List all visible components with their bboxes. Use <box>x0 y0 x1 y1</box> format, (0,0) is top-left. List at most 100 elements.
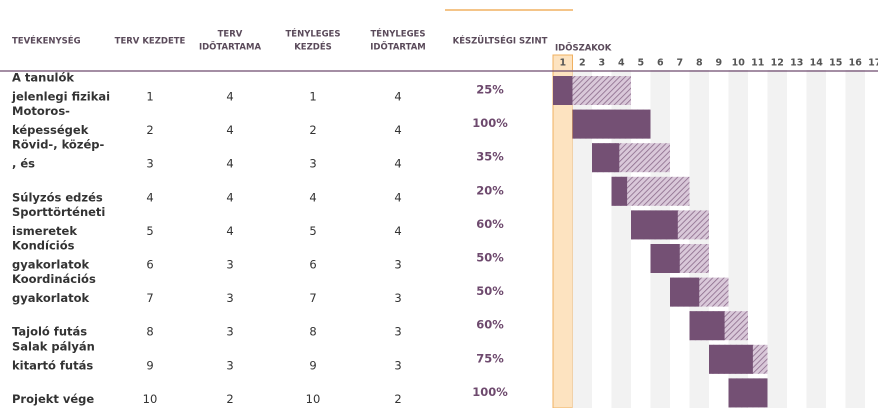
column-header: IDŐTARTAM <box>370 42 426 53</box>
activity: , és <box>12 157 35 171</box>
cell-plan-start: 3 <box>146 157 153 171</box>
cell-actual-duration: 3 <box>394 258 401 272</box>
period-label: 1 <box>559 58 566 69</box>
cell-plan-duration: 3 <box>226 325 233 339</box>
completion: 100% <box>472 116 508 130</box>
activity: jelenlegi fizikai <box>11 90 110 104</box>
cell-plan-start: 7 <box>146 291 153 305</box>
period-stripe <box>767 70 787 408</box>
period-label: 2 <box>579 58 586 69</box>
cell-plan-start: 10 <box>143 392 158 406</box>
period-label: 10 <box>732 58 746 69</box>
cell-plan-duration: 3 <box>226 258 233 272</box>
period-label: 15 <box>829 58 842 69</box>
activity: kitartó futás <box>12 358 93 372</box>
activity: Rövid-, közép- <box>12 138 105 152</box>
activity: Tajoló futás <box>12 325 87 339</box>
period-label: 8 <box>696 58 703 69</box>
cell-actual-duration: 3 <box>394 358 401 372</box>
cell-plan-duration: 4 <box>226 157 233 171</box>
actual-progress-bar <box>670 277 700 307</box>
completion: 50% <box>476 284 504 298</box>
activity: ismeretek <box>12 224 77 238</box>
period-label: 9 <box>715 58 722 69</box>
cell-plan-duration: 3 <box>226 291 233 305</box>
cell-actual-duration: 4 <box>394 190 401 204</box>
activity: Salak pályán <box>12 339 95 353</box>
cell-actual-duration: 4 <box>394 224 401 238</box>
cell-actual-duration: 2 <box>394 392 401 406</box>
current-period-column <box>552 54 573 408</box>
completion: 60% <box>476 217 504 231</box>
cell-plan-start: 5 <box>146 224 153 238</box>
cell-actual-duration: 3 <box>394 325 401 339</box>
activity: gyakorlatok <box>12 291 89 305</box>
period-label: 5 <box>637 58 644 69</box>
activity: gyakorlatok <box>12 258 89 272</box>
period-label: 3 <box>598 58 605 69</box>
activity: Súlyzós edzés <box>12 190 103 204</box>
completion: 35% <box>476 150 504 164</box>
cell-actual-duration: 4 <box>394 157 401 171</box>
period-label: 14 <box>810 58 824 69</box>
completion: 20% <box>476 183 504 197</box>
column-header: TERV <box>218 30 243 40</box>
period-label: 12 <box>771 58 784 69</box>
period-label: 6 <box>657 58 664 69</box>
cell-plan-start: 4 <box>146 190 153 204</box>
cell-plan-start: 8 <box>146 325 153 339</box>
column-header: IDŐTARTAMA <box>199 42 261 53</box>
cell-plan-duration: 4 <box>226 123 233 137</box>
cell-plan-start: 9 <box>146 358 153 372</box>
period-label: 11 <box>751 58 764 69</box>
cell-actual-start: 9 <box>309 358 316 372</box>
column-header: KEZDÉS <box>294 41 332 53</box>
period-label: 13 <box>790 58 803 69</box>
period-label: 7 <box>676 58 683 69</box>
cell-plan-start: 1 <box>146 90 153 104</box>
activity: Kondíciós <box>12 239 75 253</box>
cell-actual-start: 10 <box>306 392 321 406</box>
period-stripe <box>806 70 826 408</box>
column-header: KÉSZÜLTSÉGI SZINT <box>453 35 548 47</box>
cell-plan-duration: 4 <box>226 190 233 204</box>
cell-actual-start: 8 <box>309 325 316 339</box>
cell-actual-duration: 4 <box>394 90 401 104</box>
actual-progress-bar <box>572 109 651 139</box>
cell-actual-start: 7 <box>309 291 316 305</box>
cell-plan-duration: 4 <box>226 90 233 104</box>
cell-actual-duration: 3 <box>394 291 401 305</box>
cell-plan-duration: 2 <box>226 392 233 406</box>
cell-actual-start: 6 <box>309 258 316 272</box>
actual-progress-bar <box>592 143 620 173</box>
activity: A tanulók <box>12 71 74 85</box>
completion: 60% <box>476 318 504 332</box>
completion: 75% <box>476 351 504 365</box>
actual-progress-bar <box>709 344 753 374</box>
completion: 25% <box>476 83 504 97</box>
completion: 100% <box>472 385 508 399</box>
period-label: 17 <box>868 58 878 69</box>
cell-plan-start: 2 <box>146 123 153 137</box>
period-label: 16 <box>849 58 863 69</box>
actual-progress-bar <box>728 378 768 408</box>
cell-actual-start: 5 <box>309 224 316 238</box>
column-header: TÉNYLEGES <box>370 28 425 40</box>
completion: 50% <box>476 251 504 265</box>
cell-actual-duration: 4 <box>394 123 401 137</box>
cell-actual-start: 4 <box>309 190 316 204</box>
cell-plan-duration: 4 <box>226 224 233 238</box>
cell-plan-duration: 3 <box>226 358 233 372</box>
cell-plan-start: 6 <box>146 258 153 272</box>
activity: Koordinációs <box>12 272 96 286</box>
activity: képességek <box>12 123 89 137</box>
period-label: 4 <box>618 58 625 69</box>
column-header: TERV KEZDETE <box>115 37 186 47</box>
actual-progress-bar <box>631 210 678 240</box>
cell-actual-start: 1 <box>309 90 316 104</box>
actual-progress-bar <box>689 311 725 341</box>
cell-actual-start: 3 <box>309 157 316 171</box>
activity: Projekt vége <box>12 392 94 406</box>
actual-progress-bar <box>553 76 573 105</box>
